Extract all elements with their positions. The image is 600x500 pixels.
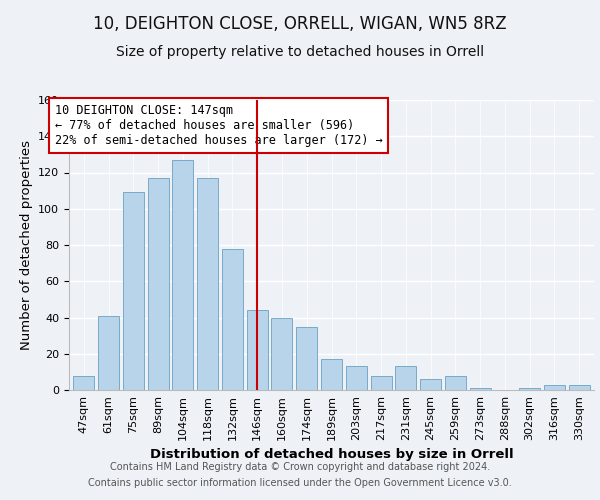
Bar — [569, 384, 590, 390]
Text: 10 DEIGHTON CLOSE: 147sqm
← 77% of detached houses are smaller (596)
22% of semi: 10 DEIGHTON CLOSE: 147sqm ← 77% of detac… — [55, 104, 383, 148]
Bar — [123, 192, 144, 390]
Text: Contains HM Land Registry data © Crown copyright and database right 2024.: Contains HM Land Registry data © Crown c… — [110, 462, 490, 472]
Bar — [346, 366, 367, 390]
Text: 10, DEIGHTON CLOSE, ORRELL, WIGAN, WN5 8RZ: 10, DEIGHTON CLOSE, ORRELL, WIGAN, WN5 8… — [93, 15, 507, 33]
Bar — [247, 310, 268, 390]
Text: Size of property relative to detached houses in Orrell: Size of property relative to detached ho… — [116, 45, 484, 59]
Bar — [197, 178, 218, 390]
Bar — [544, 384, 565, 390]
Text: Contains public sector information licensed under the Open Government Licence v3: Contains public sector information licen… — [88, 478, 512, 488]
Bar — [296, 326, 317, 390]
Bar — [222, 248, 243, 390]
Bar — [271, 318, 292, 390]
X-axis label: Distribution of detached houses by size in Orrell: Distribution of detached houses by size … — [149, 448, 514, 462]
Bar — [98, 316, 119, 390]
Bar — [172, 160, 193, 390]
Bar — [519, 388, 540, 390]
Bar — [445, 376, 466, 390]
Bar — [321, 359, 342, 390]
Bar — [420, 379, 441, 390]
Bar — [73, 376, 94, 390]
Bar — [148, 178, 169, 390]
Bar — [371, 376, 392, 390]
Y-axis label: Number of detached properties: Number of detached properties — [20, 140, 32, 350]
Bar — [470, 388, 491, 390]
Bar — [395, 366, 416, 390]
